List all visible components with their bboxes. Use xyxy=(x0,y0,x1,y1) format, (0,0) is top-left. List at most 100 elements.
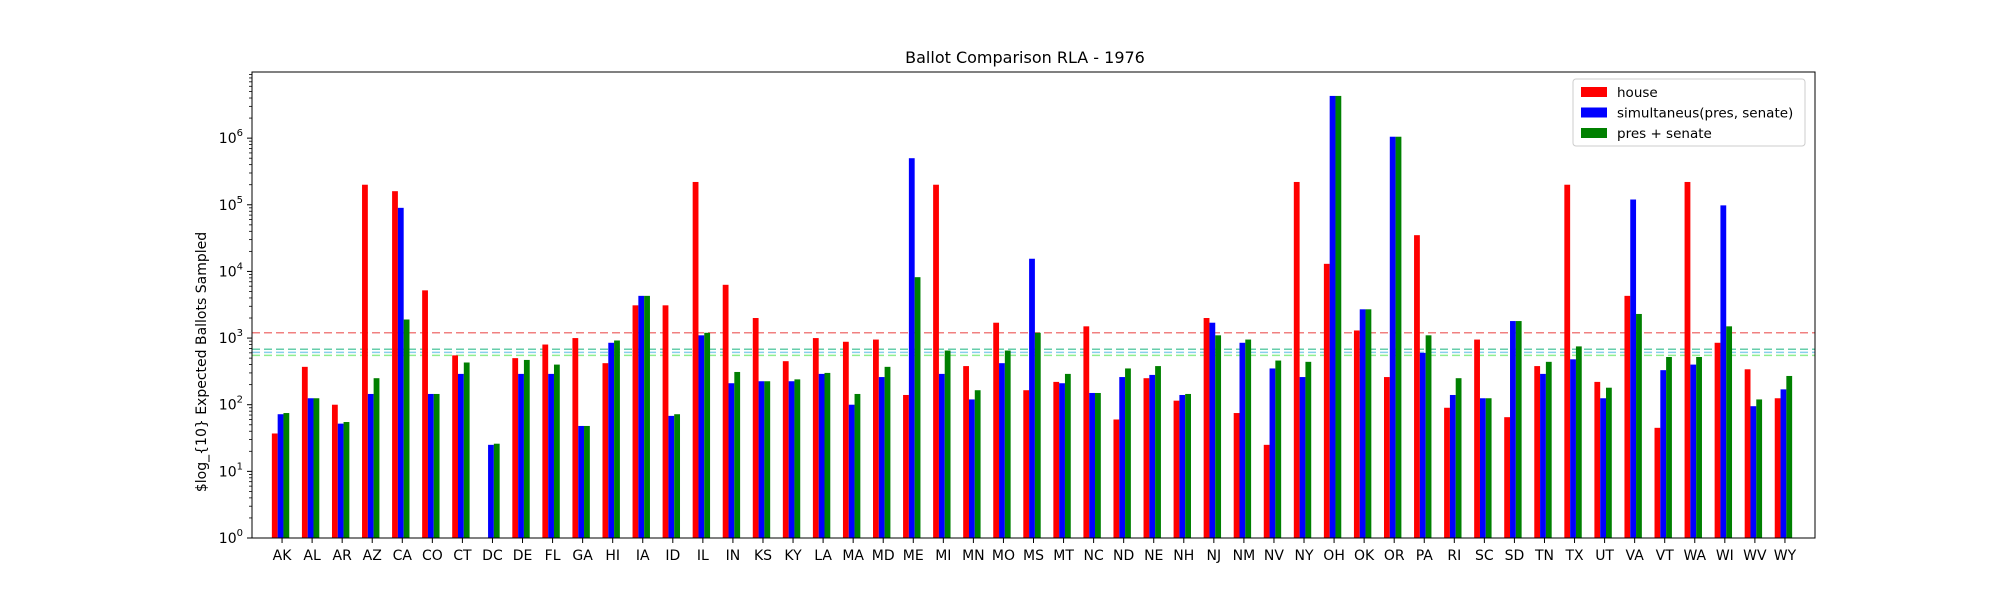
bar-sd-1 xyxy=(1510,321,1516,538)
bar-ms-1 xyxy=(1029,258,1035,538)
x-tick-label: HI xyxy=(605,548,620,564)
y-tick-label: 103 xyxy=(219,328,243,347)
bar-ut-2 xyxy=(1605,387,1612,538)
bar-hi-1 xyxy=(608,342,615,538)
bar-co-1 xyxy=(427,393,434,538)
x-tick-label: SD xyxy=(1505,548,1525,564)
bar-sd-2 xyxy=(1515,321,1522,538)
bar-ne-0 xyxy=(1143,378,1150,538)
bar-vt-2 xyxy=(1666,356,1672,538)
bar-in-0 xyxy=(722,284,729,538)
bar-ne-2 xyxy=(1155,366,1161,538)
bar-wa-1 xyxy=(1690,364,1697,538)
chart-title: Ballot Comparison RLA - 1976 xyxy=(905,48,1145,67)
bar-wi-1 xyxy=(1720,205,1727,539)
bar-al-1 xyxy=(307,398,314,538)
y-axis-label: $log_{10} Expected Ballots Sampled xyxy=(194,232,210,492)
x-tick-label: IN xyxy=(726,548,741,564)
bar-va-2 xyxy=(1636,313,1642,538)
bar-la-2 xyxy=(824,372,831,538)
bar-nm-0 xyxy=(1233,413,1240,538)
bar-sc-1 xyxy=(1479,398,1486,538)
x-tick-label: NJ xyxy=(1207,548,1222,564)
bar-ia-2 xyxy=(644,295,650,538)
x-tick-label: KY xyxy=(784,548,802,564)
bar-me-1 xyxy=(908,158,915,539)
bar-mn-2 xyxy=(974,390,981,538)
bar-ks-0 xyxy=(752,318,759,538)
bar-id-0 xyxy=(662,305,669,538)
bar-mi-1 xyxy=(938,373,945,538)
x-tick-label: IL xyxy=(697,548,709,564)
x-tick-label: WI xyxy=(1716,548,1734,564)
bar-mi-0 xyxy=(933,184,939,538)
bar-hi-2 xyxy=(614,340,620,538)
x-tick-label: NV xyxy=(1264,548,1284,564)
x-tick-label: MN xyxy=(962,548,985,564)
bar-dc-2 xyxy=(493,443,500,538)
bar-ri-2 xyxy=(1455,378,1462,538)
x-tick-label: NY xyxy=(1295,548,1314,564)
bar-ct-2 xyxy=(463,362,470,538)
bar-or-1 xyxy=(1389,136,1396,538)
x-tick-label: MD xyxy=(872,548,895,564)
bar-or-0 xyxy=(1383,377,1390,538)
bar-al-2 xyxy=(313,398,320,538)
bar-me-0 xyxy=(903,394,909,538)
bar-ri-1 xyxy=(1449,394,1456,538)
bar-nh-1 xyxy=(1179,394,1186,538)
bar-mt-2 xyxy=(1064,373,1071,538)
bar-vt-1 xyxy=(1660,370,1667,538)
bar-sc-2 xyxy=(1485,398,1492,538)
x-tick-label: TX xyxy=(1564,548,1584,564)
x-tick-label: ME xyxy=(903,548,924,564)
bar-tx-0 xyxy=(1564,184,1571,538)
x-tick-label: WA xyxy=(1683,548,1706,564)
bar-nd-1 xyxy=(1119,377,1126,538)
bar-az-1 xyxy=(367,393,374,538)
x-tick-label: OK xyxy=(1354,548,1375,564)
bar-ma-1 xyxy=(848,404,855,538)
bar-az-0 xyxy=(362,184,368,538)
x-tick-label: RI xyxy=(1447,548,1461,564)
bar-il-0 xyxy=(692,181,699,538)
x-tick-label: OH xyxy=(1323,548,1345,564)
bar-nh-0 xyxy=(1173,400,1180,538)
legend-box xyxy=(1572,78,1806,147)
bar-tn-0 xyxy=(1534,366,1541,538)
x-tick-label: WY xyxy=(1774,548,1797,564)
x-tick-label: MT xyxy=(1053,548,1074,564)
bar-nj-0 xyxy=(1203,318,1210,538)
bar-mi-2 xyxy=(944,350,951,538)
legend: house simultaneus(pres, senate) pres + sen… xyxy=(1572,78,1806,147)
bar-az-2 xyxy=(373,378,380,538)
x-tick-label: KS xyxy=(754,548,772,564)
bar-wa-2 xyxy=(1696,356,1702,538)
x-tick-label: GA xyxy=(572,548,593,564)
bar-ar-0 xyxy=(331,404,338,538)
bar-me-2 xyxy=(914,277,921,538)
bar-ky-2 xyxy=(794,379,801,538)
x-tick-label: UT xyxy=(1595,548,1614,564)
x-tick-label: OR xyxy=(1384,548,1405,564)
bar-ok-2 xyxy=(1365,309,1372,538)
bar-ms-0 xyxy=(1023,390,1030,538)
bar-ia-0 xyxy=(632,305,639,538)
x-tick-label: WV xyxy=(1743,548,1767,564)
bar-fl-2 xyxy=(553,364,560,538)
bar-wv-0 xyxy=(1744,369,1751,538)
y-tick-label: 101 xyxy=(219,461,243,480)
bar-nv-1 xyxy=(1269,368,1276,538)
x-tick-label: PA xyxy=(1416,548,1434,564)
x-tick-label: TN xyxy=(1534,548,1554,564)
bar-ny-2 xyxy=(1305,361,1312,538)
bar-la-0 xyxy=(812,338,819,538)
bar-id-1 xyxy=(668,415,675,538)
bar-nm-1 xyxy=(1239,342,1246,538)
bars xyxy=(271,95,1793,539)
x-tick-label: AL xyxy=(303,548,321,564)
x-tick-label: NE xyxy=(1144,548,1163,564)
bar-ut-0 xyxy=(1594,381,1601,538)
x-tick-label: DE xyxy=(513,548,533,564)
bar-or-2 xyxy=(1395,136,1402,538)
